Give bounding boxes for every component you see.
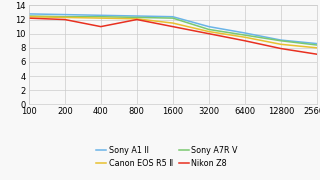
Nikon Z8	[279, 48, 283, 50]
Nikon Z8	[99, 26, 103, 28]
Sony A7R V	[63, 16, 67, 18]
Canon EOS R5 Ⅱ	[279, 43, 283, 45]
Canon EOS R5 Ⅱ	[63, 16, 67, 19]
Canon EOS R5 Ⅱ	[171, 22, 175, 24]
Line: Canon EOS R5 Ⅱ: Canon EOS R5 Ⅱ	[29, 17, 317, 48]
Nikon Z8	[315, 53, 319, 55]
Sony A7R V	[315, 44, 319, 46]
Sony A7R V	[99, 16, 103, 18]
Canon EOS R5 Ⅱ	[99, 17, 103, 19]
Canon EOS R5 Ⅱ	[207, 30, 211, 33]
Line: Nikon Z8: Nikon Z8	[29, 18, 317, 54]
Sony A1 II	[171, 16, 175, 18]
Nikon Z8	[171, 26, 175, 28]
Sony A7R V	[135, 16, 139, 19]
Sony A1 II	[207, 26, 211, 28]
Nikon Z8	[63, 19, 67, 21]
Canon EOS R5 Ⅱ	[243, 36, 247, 38]
Canon EOS R5 Ⅱ	[135, 18, 139, 20]
Canon EOS R5 Ⅱ	[315, 47, 319, 49]
Canon EOS R5 Ⅱ	[27, 16, 31, 18]
Sony A7R V	[207, 28, 211, 31]
Line: Sony A1 II: Sony A1 II	[29, 14, 317, 44]
Nikon Z8	[27, 17, 31, 19]
Sony A1 II	[99, 14, 103, 16]
Line: Sony A7R V: Sony A7R V	[29, 16, 317, 45]
Sony A1 II	[135, 15, 139, 17]
Sony A7R V	[171, 17, 175, 19]
Sony A1 II	[27, 13, 31, 15]
Sony A1 II	[315, 42, 319, 45]
Sony A7R V	[27, 15, 31, 17]
Nikon Z8	[243, 40, 247, 42]
Sony A1 II	[63, 14, 67, 16]
Nikon Z8	[207, 33, 211, 35]
Sony A7R V	[279, 40, 283, 42]
Sony A1 II	[243, 32, 247, 34]
Sony A1 II	[279, 39, 283, 41]
Nikon Z8	[135, 19, 139, 21]
Legend: Sony A1 II, Canon EOS R5 Ⅱ, Sony A7R V, Nikon Z8: Sony A1 II, Canon EOS R5 Ⅱ, Sony A7R V, …	[96, 146, 238, 168]
Sony A7R V	[243, 34, 247, 36]
